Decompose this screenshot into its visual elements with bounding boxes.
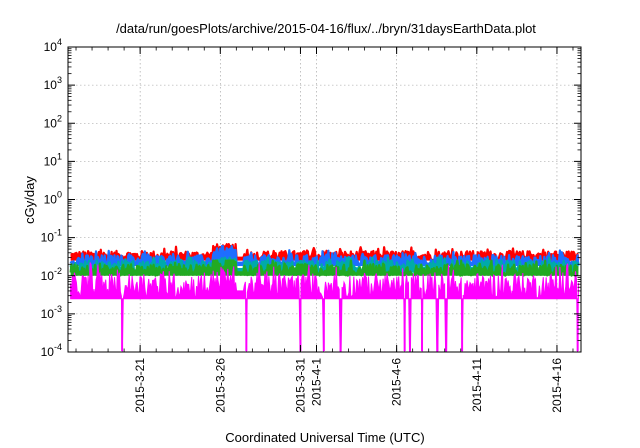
y-tick-label: 10-1: [41, 228, 62, 245]
series-fill: [70, 260, 579, 276]
y-tick-label: 10-3: [41, 304, 62, 321]
y-tick-label: 10-4: [41, 342, 62, 359]
y-tick-label: 104: [44, 37, 62, 54]
y-tick-label: 101: [44, 151, 62, 168]
series-band: [70, 262, 579, 353]
y-tick-label: 10-2: [41, 266, 62, 283]
x-tick-label: 2015-3-26: [213, 358, 227, 413]
y-tick-label: 103: [44, 75, 62, 92]
y-tick-label: 100: [44, 190, 62, 207]
x-tick-label: 2015-4-11: [470, 358, 484, 412]
y-axis-label: cGy/day: [22, 176, 37, 224]
x-tick-label: 2015-4-6: [390, 358, 404, 406]
x-tick-label: 2015-3-21: [133, 358, 147, 413]
x-axis: 2015-3-21 2015-3-26 2015-3-31 2015-4-1 2015-…: [75, 47, 574, 413]
x-tick-label: 2015-3-31: [293, 358, 307, 413]
x-tick-label: 2015-4-1: [309, 358, 323, 406]
y-axis: 10-4 10-3 10-2 10-1 100 101 102 103 104: [41, 37, 581, 359]
y-tick-label: 102: [44, 113, 62, 130]
x-axis-label: Coordinated Universal Time (UTC): [225, 430, 424, 445]
chart-title: /data/run/goesPlots/archive/2015-04-16/f…: [116, 21, 536, 36]
x-tick-label: 2015-4-16: [550, 358, 564, 413]
plot-data: [69, 243, 580, 353]
